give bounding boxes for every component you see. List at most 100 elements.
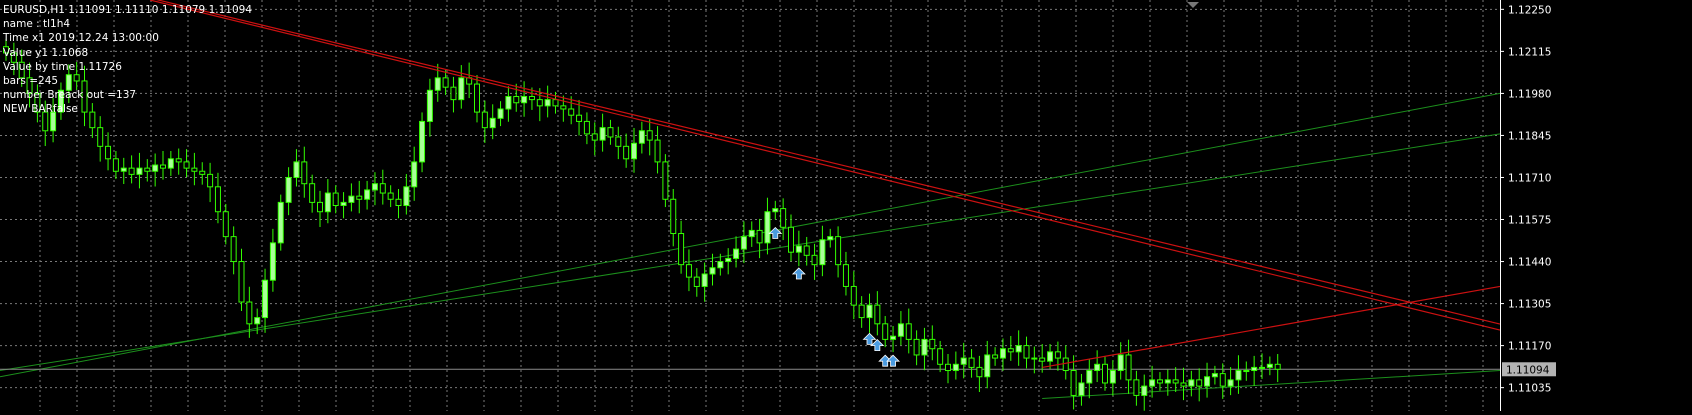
candle <box>18 49 25 87</box>
candle <box>591 122 598 156</box>
candle-body <box>199 170 206 175</box>
candle-body <box>811 254 818 266</box>
candle <box>1023 336 1030 369</box>
candle <box>513 83 520 112</box>
candle <box>748 221 755 247</box>
candle <box>152 153 159 187</box>
candle-body <box>246 301 253 325</box>
candle <box>411 146 418 201</box>
candle <box>1094 350 1101 383</box>
candle <box>803 236 810 266</box>
candle <box>387 185 394 208</box>
candle-body <box>733 248 740 259</box>
candle-body <box>748 229 755 238</box>
candle-body <box>317 201 323 213</box>
candle <box>356 180 363 214</box>
candle-body <box>450 86 457 101</box>
candle-body <box>709 267 716 275</box>
candle <box>701 262 708 302</box>
candle-body <box>1149 379 1156 387</box>
candle <box>167 151 174 176</box>
candle-body <box>717 261 724 269</box>
candle-body <box>254 317 261 325</box>
candle <box>685 249 692 292</box>
candle-body <box>269 242 276 281</box>
candle-body <box>897 323 904 337</box>
symbol-quote-line: EURUSD,H1 1.11091 1.11110 1.11079 1.1109… <box>3 4 252 16</box>
candle <box>262 268 269 333</box>
candle-body <box>419 120 426 163</box>
candle <box>175 148 182 175</box>
trendlines-overlay <box>149 0 1501 368</box>
candle-body <box>238 261 245 303</box>
candle-body <box>1062 357 1069 372</box>
candle <box>1211 365 1218 385</box>
candle <box>277 194 284 251</box>
candle-body <box>293 161 300 178</box>
candle <box>395 188 402 219</box>
candle <box>324 179 331 224</box>
price-axis-tick-label: 1.12115 <box>1508 46 1551 58</box>
candle <box>160 151 166 180</box>
candle-body <box>481 111 488 129</box>
candle-body <box>1172 379 1179 384</box>
candle-body <box>890 335 897 340</box>
candle-body <box>945 363 951 372</box>
candle-body <box>905 323 912 340</box>
candle <box>1227 367 1234 396</box>
candle <box>489 104 496 140</box>
candle <box>120 157 127 185</box>
current-price-tag-label: 1.11094 <box>1506 364 1550 376</box>
candle <box>1086 359 1093 399</box>
candle <box>576 99 583 136</box>
candle-body <box>152 164 159 172</box>
candle-body <box>1251 366 1258 372</box>
candle <box>230 226 237 275</box>
candle-body <box>26 77 33 94</box>
red-ascending-trendline <box>1042 285 1501 368</box>
candle-body <box>631 142 637 160</box>
candle <box>214 172 221 224</box>
candle <box>984 340 991 389</box>
value-y1-line: Value y1 1.1068 <box>3 46 89 59</box>
breakout-arrow-icon <box>862 332 877 345</box>
chart-shift-marker-icon[interactable] <box>1187 2 1199 8</box>
candle-body <box>1211 373 1218 378</box>
grid <box>0 0 1500 411</box>
candle-body <box>536 99 543 107</box>
candle-body <box>615 136 622 147</box>
candle-body <box>623 145 630 160</box>
candle <box>481 100 488 143</box>
candle <box>50 98 57 143</box>
candle <box>379 169 386 205</box>
candle-body <box>827 236 834 241</box>
candle-body <box>583 120 590 135</box>
candle <box>1039 344 1046 373</box>
candle-body <box>795 245 802 253</box>
candle <box>246 286 253 338</box>
candle <box>105 132 112 171</box>
trendline-name-line: name : tl1h4 <box>3 18 71 31</box>
candle <box>756 218 763 259</box>
candle-body <box>1070 370 1077 396</box>
candle <box>57 82 64 120</box>
candle <box>536 88 543 122</box>
candle <box>1164 369 1171 396</box>
candle-body <box>591 133 598 141</box>
candle <box>1243 361 1250 381</box>
candle <box>183 149 190 178</box>
candle-body <box>371 183 378 191</box>
candle <box>521 81 528 117</box>
candle-body <box>1015 345 1022 353</box>
candle <box>976 355 983 393</box>
candle-body <box>850 285 857 306</box>
candle-body <box>646 130 653 141</box>
candle-body <box>128 167 135 175</box>
candle-body <box>756 229 763 244</box>
candle <box>1015 330 1022 366</box>
red-descending-trendline <box>149 0 1501 331</box>
candle <box>937 340 944 373</box>
candle-body <box>73 74 80 82</box>
